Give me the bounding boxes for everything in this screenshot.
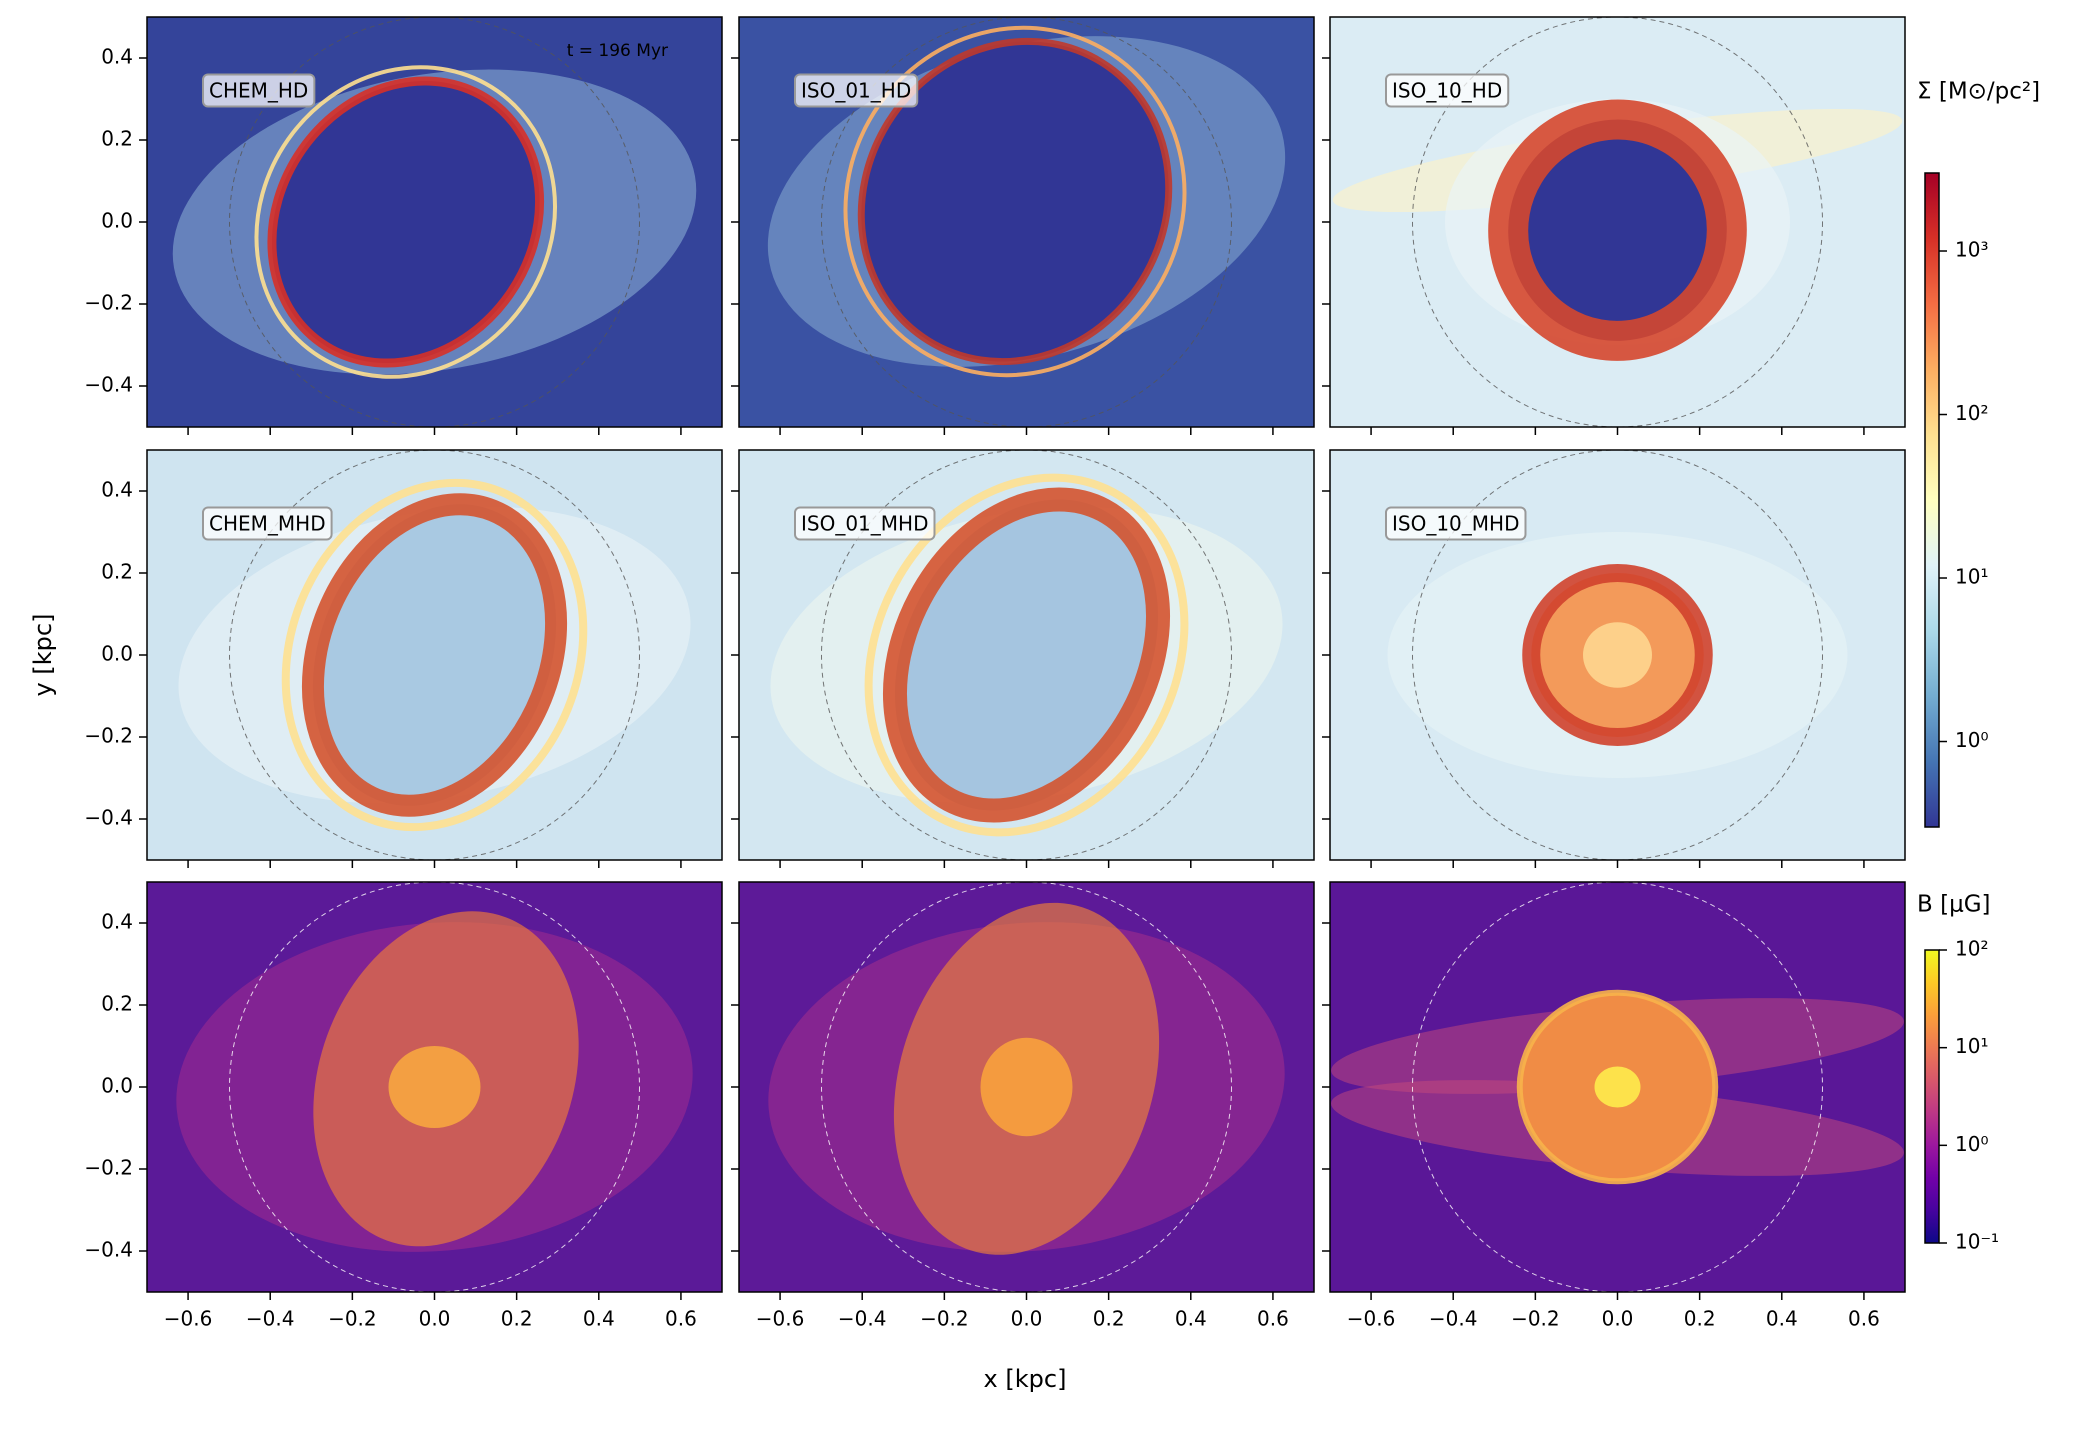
x-tick-label: 0.6: [1257, 1307, 1289, 1331]
image-feature: [980, 1037, 1073, 1137]
reference-circle: [821, 450, 1232, 860]
panel-label: ISO_10_MHD: [1392, 512, 1519, 536]
x-tick-label: 0.0: [1602, 1307, 1634, 1331]
y-tick-label: −0.2: [84, 724, 133, 748]
image-feature: [267, 76, 545, 368]
x-tick-label: 0.2: [1093, 1307, 1125, 1331]
colorbar-tick-label: 10¹: [1955, 565, 1988, 589]
panel-image: [147, 882, 722, 1292]
y-tick-label: 0.0: [101, 209, 133, 233]
image-feature: [388, 1046, 481, 1128]
x-tick-label: 0.2: [1684, 1307, 1716, 1331]
colorbar: [1924, 949, 1940, 1244]
panel-label-box: [1385, 506, 1527, 541]
colorbar-tick-label: 10⁻¹: [1955, 1230, 1999, 1254]
x-tick-label: 0.4: [1766, 1307, 1798, 1331]
image-feature: [1594, 1066, 1641, 1108]
reference-circle: [229, 450, 640, 860]
x-tick-label: −0.6: [1347, 1307, 1396, 1331]
image-feature: [1488, 99, 1747, 361]
panel-label: ISO_01_MHD: [801, 512, 928, 536]
y-tick-label: −0.2: [84, 291, 133, 315]
x-tick-label: −0.2: [920, 1307, 969, 1331]
x-tick-label: 0.0: [419, 1307, 451, 1331]
y-tick-label: 0.0: [101, 642, 133, 666]
reference-circle: [1412, 17, 1823, 427]
time-annotation: t = 196 Myr: [567, 41, 668, 61]
image-feature: [301, 493, 568, 817]
panel-image: [147, 17, 722, 427]
x-tick-label: −0.4: [246, 1307, 295, 1331]
x-axis-label: x [kpc]: [984, 1365, 1067, 1393]
reference-circle: [1412, 882, 1823, 1292]
image-feature: [882, 487, 1171, 823]
reference-circle: [229, 17, 640, 427]
x-tick-label: 0.2: [501, 1307, 533, 1331]
image-feature: [1583, 622, 1652, 688]
x-tick-label: −0.4: [1429, 1307, 1478, 1331]
x-tick-label: −0.2: [1511, 1307, 1560, 1331]
panel-label: ISO_01_HD: [801, 79, 911, 103]
x-tick-label: −0.2: [328, 1307, 377, 1331]
panel-image: [739, 17, 1314, 427]
panel-label-box: [202, 506, 333, 541]
colorbar-tick-label: 10³: [1955, 238, 1988, 262]
y-tick-label: 0.4: [101, 910, 133, 934]
reference-circle: [1412, 450, 1823, 860]
colorbar-tick-label: 10⁰: [1955, 1132, 1988, 1156]
panel-label: CHEM_MHD: [209, 512, 326, 536]
reference-circle: [821, 882, 1232, 1292]
y-tick-label: 0.2: [101, 992, 133, 1016]
y-tick-label: 0.2: [101, 560, 133, 584]
y-tick-label: −0.4: [84, 1238, 133, 1262]
reference-circle: [821, 17, 1232, 427]
panel-label-box: [794, 506, 936, 541]
colorbar-tick-label: 10⁰: [1955, 728, 1988, 752]
y-axis-label: y [kpc]: [29, 614, 57, 697]
colorbar-tick-label: 10²: [1955, 937, 1988, 961]
colorbar-label: Σ [M⊙/pc²]: [1917, 79, 2040, 105]
panel-image: [739, 882, 1314, 1292]
y-tick-label: 0.4: [101, 45, 133, 69]
image-feature: [843, 25, 1187, 378]
panel-image: [147, 450, 722, 860]
y-tick-label: −0.4: [84, 373, 133, 397]
panel-label-box: [1385, 73, 1510, 108]
x-tick-label: −0.4: [838, 1307, 887, 1331]
colorbar: [1924, 172, 1940, 828]
y-tick-label: −0.4: [84, 806, 133, 830]
panel-label-box: [202, 73, 316, 108]
panel-label: ISO_10_HD: [1392, 79, 1502, 103]
image-feature: [864, 473, 1189, 837]
image-feature: [281, 478, 588, 832]
colorbar-tick-label: 10¹: [1955, 1034, 1988, 1058]
image-feature: [254, 65, 558, 379]
x-tick-label: 0.6: [665, 1307, 697, 1331]
x-tick-label: 0.6: [1848, 1307, 1880, 1331]
image-feature: [857, 37, 1173, 366]
panel-image: [739, 450, 1314, 860]
reference-circle: [229, 882, 640, 1292]
y-tick-label: 0.2: [101, 127, 133, 151]
x-tick-label: 0.4: [1175, 1307, 1207, 1331]
panel-label: CHEM_HD: [209, 79, 308, 103]
colorbar-label: B [μG]: [1917, 892, 1991, 918]
x-tick-label: 0.4: [583, 1307, 615, 1331]
panel-label-box: [794, 73, 919, 108]
panel-image: [1330, 882, 1905, 1292]
colorbar-tick-label: 10²: [1955, 401, 1988, 425]
y-tick-label: −0.2: [84, 1156, 133, 1180]
y-tick-label: 0.0: [101, 1074, 133, 1098]
x-tick-label: −0.6: [756, 1307, 805, 1331]
x-tick-label: −0.6: [164, 1307, 213, 1331]
y-tick-label: 0.4: [101, 478, 133, 502]
x-tick-label: 0.0: [1011, 1307, 1043, 1331]
